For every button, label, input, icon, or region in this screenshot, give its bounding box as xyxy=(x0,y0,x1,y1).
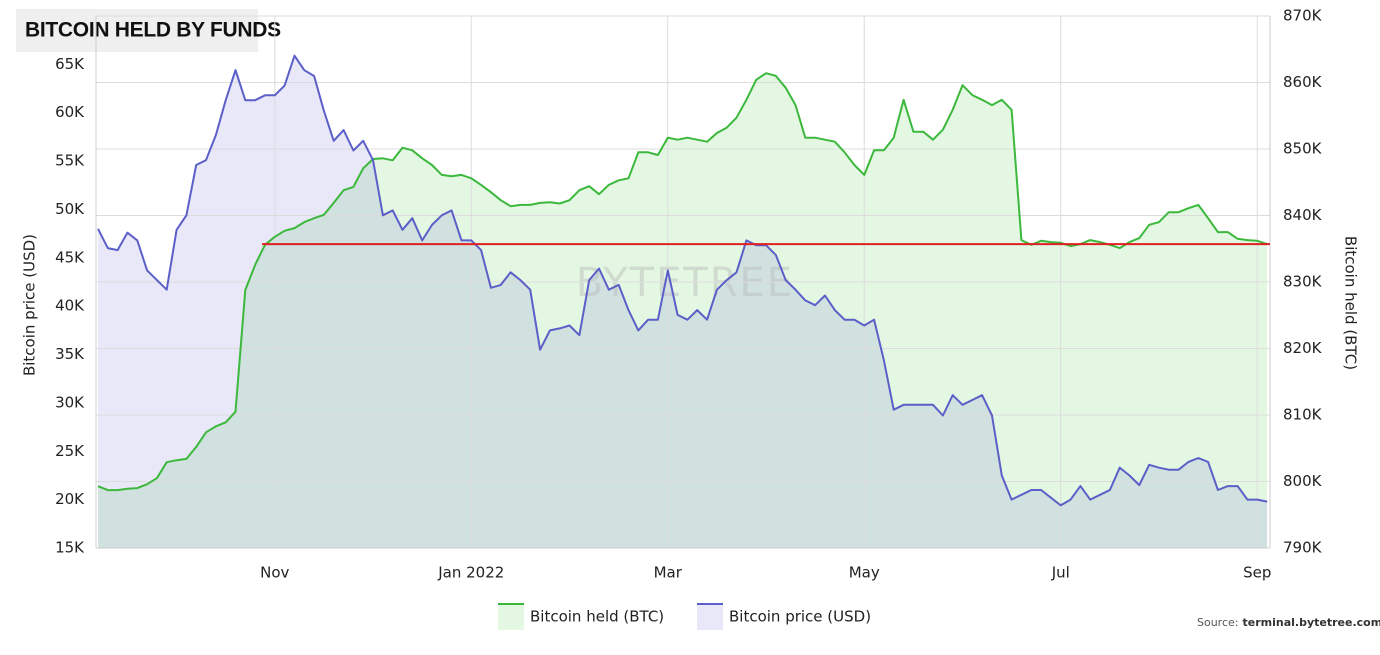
y2-tick-label: 800K xyxy=(1283,472,1323,490)
y-tick-label: 30K xyxy=(55,393,85,411)
x-tick-label: Mar xyxy=(654,564,683,582)
y-tick-label: 45K xyxy=(55,248,85,266)
y2-axis-label: Bitcoin held (BTC) xyxy=(1342,236,1360,370)
y2-tick-label: 810K xyxy=(1283,406,1323,424)
x-tick-label: Jan 2022 xyxy=(437,564,504,582)
y-tick-label: 55K xyxy=(55,152,85,170)
y-tick-label: 50K xyxy=(55,200,85,218)
legend-label: Bitcoin price (USD) xyxy=(729,608,871,626)
y2-tick-label: 830K xyxy=(1283,273,1323,291)
legend-swatch xyxy=(697,603,723,630)
line xyxy=(97,72,1268,492)
y-tick-label: 35K xyxy=(55,345,85,363)
y-tick-label: 15K xyxy=(55,539,85,557)
source-site: terminal.bytetree.com xyxy=(1243,616,1380,629)
y2-tick-label: 840K xyxy=(1283,206,1323,224)
x-tick-label: Jul xyxy=(1051,564,1070,582)
y-tick-label: 20K xyxy=(55,490,85,508)
y-tick-label: 25K xyxy=(55,442,85,460)
legend-swatch xyxy=(498,603,524,630)
x-tick-label: Nov xyxy=(260,564,289,582)
y-axis-label: Bitcoin price (USD) xyxy=(21,234,39,376)
y2-tick-label: 850K xyxy=(1283,140,1323,158)
legend-label: Bitcoin held (BTC) xyxy=(530,608,664,626)
source-label: Source: xyxy=(1197,616,1239,629)
y-tick-label: 65K xyxy=(55,55,85,73)
x-tick-label: May xyxy=(849,564,880,582)
y2-tick-label: 820K xyxy=(1283,339,1323,357)
x-tick-label: Sep xyxy=(1243,564,1271,582)
chart-title: BITCOIN HELD BY FUNDS xyxy=(25,19,281,42)
line xyxy=(97,54,1268,507)
area xyxy=(98,73,1268,548)
y2-tick-label: 870K xyxy=(1283,7,1323,25)
y2-tick-label: 860K xyxy=(1283,73,1323,91)
area xyxy=(98,55,1268,548)
watermark: BYTETREE xyxy=(576,260,794,306)
y2-tick-label: 790K xyxy=(1283,539,1323,557)
y-tick-label: 40K xyxy=(55,297,85,315)
y-tick-label: 60K xyxy=(55,103,85,121)
